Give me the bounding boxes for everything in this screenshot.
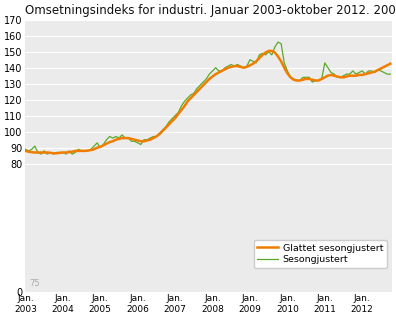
Sesongjustert [151, 135, 156, 138]
Line: Sesongjustert: Sesongjustert [25, 42, 390, 154]
Line: Glattet sesongjustert: Glattet sesongjustert [25, 51, 390, 153]
Sesongjustert [282, 61, 287, 65]
Text: Omsetningsindeks for industri. Januar 2003-oktober 2012. 2005=100: Omsetningsindeks for industri. Januar 20… [25, 4, 396, 17]
Glattet sesongjustert [388, 62, 393, 66]
Sesongjustert [23, 147, 28, 151]
Sesongjustert [316, 79, 321, 82]
Sesongjustert [388, 72, 393, 76]
Glattet sesongjustert [282, 66, 287, 70]
Sesongjustert [101, 142, 106, 146]
Sesongjustert [67, 149, 71, 153]
Glattet sesongjustert [316, 79, 321, 82]
Glattet sesongjustert [151, 136, 156, 140]
Glattet sesongjustert [266, 49, 271, 53]
Sesongjustert [39, 152, 44, 156]
Glattet sesongjustert [23, 149, 28, 153]
Text: 75: 75 [29, 280, 40, 288]
Glattet sesongjustert [51, 151, 56, 155]
Glattet sesongjustert [310, 78, 315, 82]
Glattet sesongjustert [101, 143, 106, 147]
Glattet sesongjustert [67, 150, 71, 154]
Sesongjustert [310, 80, 315, 84]
Legend: Glattet sesongjustert, Sesongjustert: Glattet sesongjustert, Sesongjustert [253, 240, 387, 268]
Sesongjustert [276, 40, 280, 44]
